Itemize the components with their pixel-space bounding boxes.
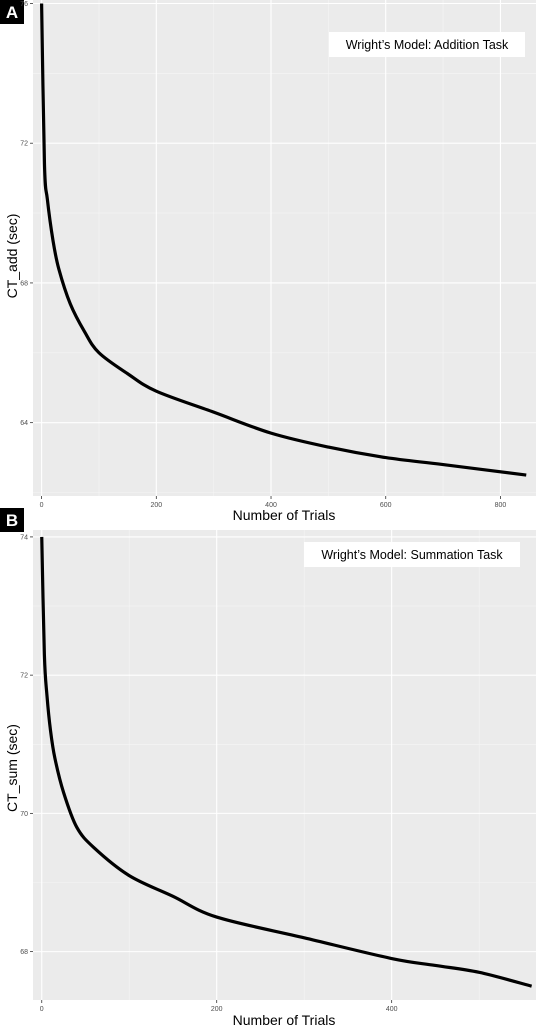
panel-a-annotation: Wright’s Model: Addition Task bbox=[346, 38, 509, 52]
panel-b-y-tick-label: 68 bbox=[20, 949, 28, 956]
panel-a-x-tick-label: 600 bbox=[380, 502, 392, 509]
panel-a-annotation-box bbox=[329, 32, 525, 57]
panel-a-y-tick-label: 76 bbox=[20, 1, 28, 8]
panel-a-ticks: 0 200 400 600 800 64 68 72 76 bbox=[20, 1, 506, 509]
panel-b-plot-area bbox=[33, 530, 536, 1000]
panel-a-x-tick-label: 400 bbox=[265, 502, 277, 509]
panel-b-x-tick-label: 400 bbox=[386, 1006, 398, 1013]
panel-b-ticks: 0 200 400 68 70 72 74 bbox=[20, 534, 397, 1013]
panel-a-y-tick-label: 68 bbox=[20, 280, 28, 287]
panel-b-x-tick-label: 0 bbox=[40, 1006, 44, 1013]
panel-a-letter: A bbox=[6, 3, 18, 22]
panel-a-x-axis-title: Number of Trials bbox=[233, 507, 336, 523]
panel-a-x-tick-label: 800 bbox=[495, 502, 507, 509]
panel-b: B 0 200 400 68 70 72 74 Wright’s Model: Summat… bbox=[0, 508, 536, 1028]
panel-b-series-line bbox=[40, 536, 533, 988]
panel-b-y-tick-label: 74 bbox=[20, 534, 28, 541]
panel-a-y-tick-label: 64 bbox=[20, 420, 28, 427]
panel-b-x-tick-label: 200 bbox=[211, 1006, 223, 1013]
panel-b-x-axis-title: Number of Trials bbox=[233, 1012, 336, 1028]
panel-b-y-tick-label: 70 bbox=[20, 811, 28, 818]
panel-a-y-axis-title: CT_add (sec) bbox=[4, 214, 20, 299]
panel-a-y-tick-label: 72 bbox=[20, 141, 28, 148]
panel-b-y-tick-label: 72 bbox=[20, 673, 28, 680]
panel-a-x-tick-label: 0 bbox=[40, 502, 44, 509]
panel-a: A 0 200 400 600 800 64 68 72 76 Wright’s Model: … bbox=[0, 0, 536, 523]
panel-b-annotation-box bbox=[304, 542, 520, 567]
panel-a-letter-badge bbox=[0, 0, 24, 24]
panel-a-plot-area bbox=[33, 0, 536, 496]
panel-b-letter-badge bbox=[0, 508, 24, 532]
panel-a-series-line bbox=[40, 3, 527, 477]
panel-b-annotation: Wright’s Model: Summation Task bbox=[321, 548, 503, 562]
panel-b-y-axis-title: CT_sum (sec) bbox=[4, 724, 20, 812]
panel-a-x-tick-label: 200 bbox=[150, 502, 162, 509]
panel-b-letter: B bbox=[6, 511, 18, 530]
